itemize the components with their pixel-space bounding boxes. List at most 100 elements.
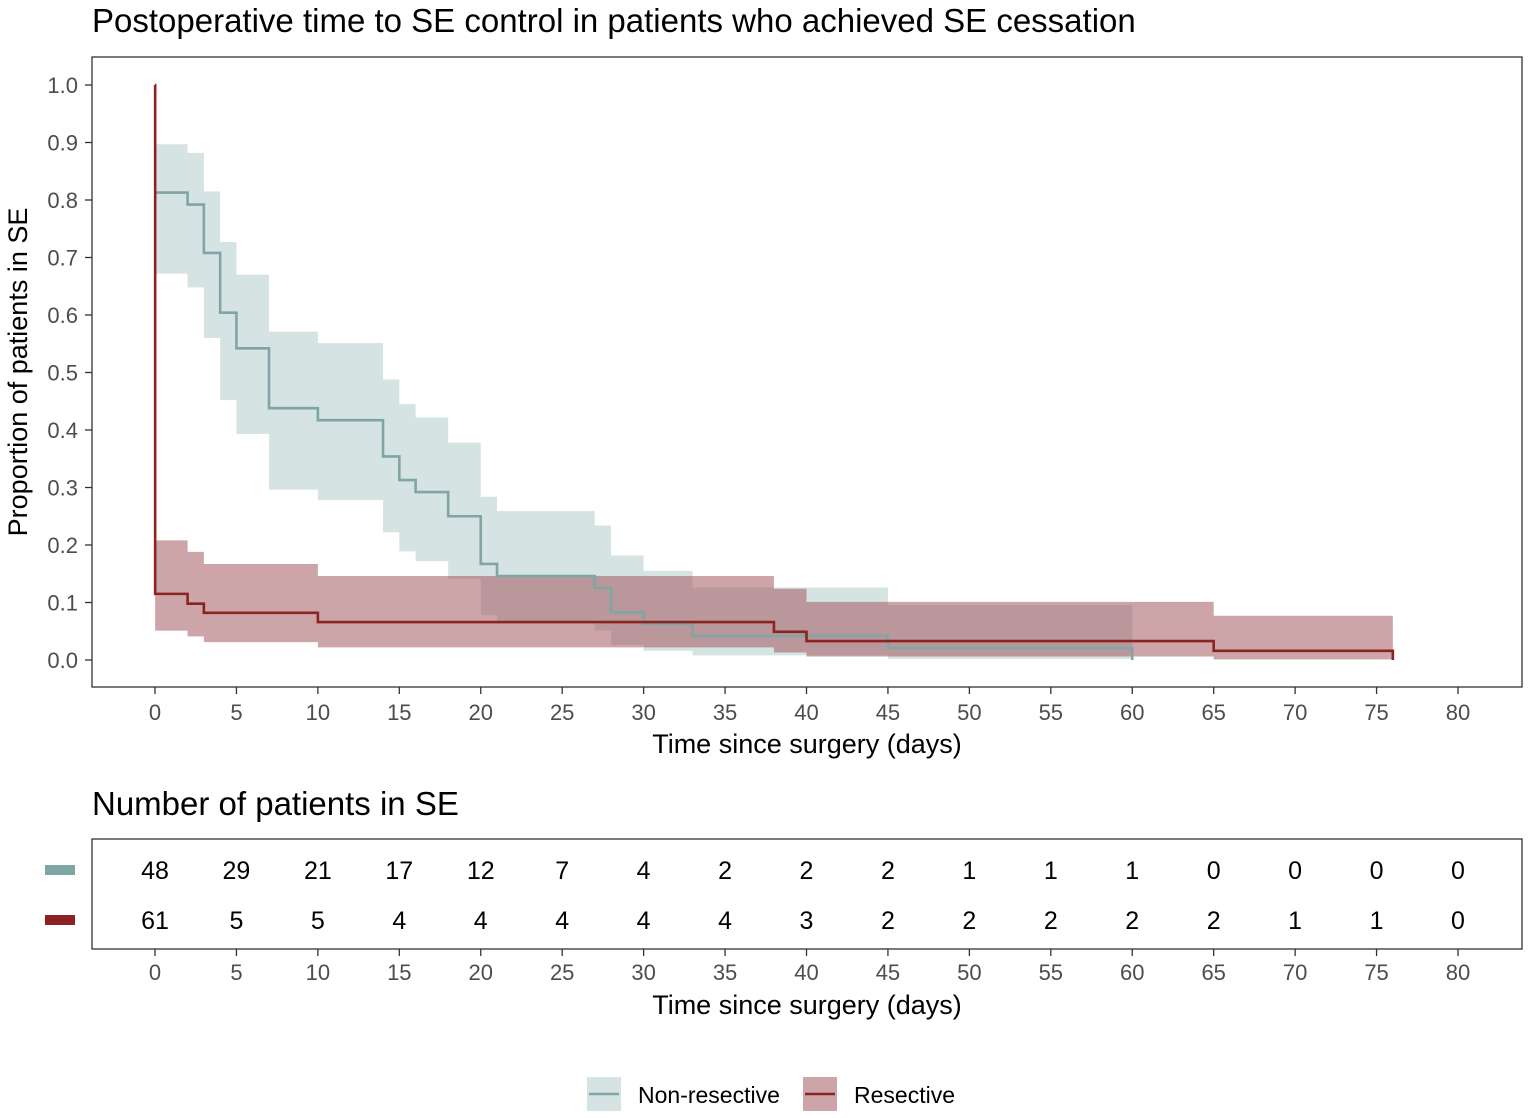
risk-x-tick-label: 50 bbox=[957, 960, 981, 985]
risk-x-tick-label: 75 bbox=[1364, 960, 1388, 985]
y-axis-ticks: 0.0 0.1 0.2 0.3 0.4 0.5 0.6 0.7 0.8 0.9 1.0 bbox=[47, 73, 92, 673]
ci-band-non-resective bbox=[155, 144, 1133, 659]
risk-cell-resective: 4 bbox=[474, 907, 488, 935]
risk-x-axis-label: Time since surgery (days) bbox=[652, 990, 962, 1020]
x-tick-label: 65 bbox=[1201, 700, 1225, 725]
x-axis-label: Time since surgery (days) bbox=[652, 729, 962, 759]
risk-x-tick-label: 25 bbox=[550, 960, 574, 985]
y-axis-label: Proportion of patients in SE bbox=[3, 208, 33, 537]
risk-cell-non-resective: 1 bbox=[1044, 857, 1058, 885]
risk-x-tick-label: 45 bbox=[876, 960, 900, 985]
x-tick-label: 60 bbox=[1120, 700, 1144, 725]
risk-x-axis-ticks: 0 5 10 15 20 25 30 35 40 45 50 55 60 65 70 75 80 bbox=[149, 949, 1470, 985]
y-tick-label: 0.7 bbox=[47, 246, 78, 271]
risk-x-tick-label: 30 bbox=[631, 960, 655, 985]
risk-cell-non-resective: 1 bbox=[962, 857, 976, 885]
risk-cell-non-resective: 2 bbox=[800, 857, 814, 885]
y-tick-label: 0.1 bbox=[47, 591, 78, 616]
y-tick-label: 1.0 bbox=[47, 73, 78, 98]
risk-cell-non-resective: 1 bbox=[1125, 857, 1139, 885]
risk-cell-non-resective: 0 bbox=[1288, 857, 1302, 885]
risk-x-tick-label: 60 bbox=[1120, 960, 1144, 985]
y-tick-label: 0.2 bbox=[47, 533, 78, 558]
x-tick-label: 5 bbox=[230, 700, 242, 725]
risk-cell-non-resective: 2 bbox=[881, 857, 895, 885]
risk-table-title: Number of patients in SE bbox=[92, 785, 459, 822]
km-line-non-resective bbox=[155, 191, 1134, 660]
risk-x-tick-label: 5 bbox=[230, 960, 242, 985]
risk-cell-non-resective: 4 bbox=[637, 857, 651, 885]
risk-cell-resective: 2 bbox=[881, 907, 895, 935]
risk-x-tick-label: 10 bbox=[306, 960, 330, 985]
risk-x-tick-label: 65 bbox=[1201, 960, 1225, 985]
legend-item-resective: Resective bbox=[803, 1077, 955, 1111]
x-tick-label: 50 bbox=[957, 700, 981, 725]
legend-item-non-resective: Non-resective bbox=[587, 1077, 780, 1111]
x-tick-label: 45 bbox=[876, 700, 900, 725]
x-tick-label: 10 bbox=[306, 700, 330, 725]
x-axis-ticks: 0 5 10 15 20 25 30 35 40 45 50 55 60 65 70 75 80 bbox=[149, 687, 1470, 725]
ci-band-resective bbox=[155, 85, 1393, 660]
risk-cell-resective: 4 bbox=[555, 907, 569, 935]
risk-cell-resective: 1 bbox=[1370, 907, 1384, 935]
risk-cell-resective: 61 bbox=[141, 907, 169, 935]
risk-cell-resective: 5 bbox=[229, 907, 243, 935]
confidence-bands bbox=[155, 85, 1393, 660]
risk-key-resective bbox=[45, 915, 75, 925]
risk-cell-non-resective: 12 bbox=[467, 857, 495, 885]
chart-title: Postoperative time to SE control in pati… bbox=[92, 2, 1136, 39]
y-tick-label: 0.6 bbox=[47, 303, 78, 328]
legend: Non-resective Resective bbox=[587, 1077, 955, 1111]
risk-cell-resective: 1 bbox=[1288, 907, 1302, 935]
risk-cell-resective: 4 bbox=[392, 907, 406, 935]
x-tick-label: 70 bbox=[1283, 700, 1307, 725]
risk-cell-non-resective: 0 bbox=[1370, 857, 1384, 885]
main-plot: 0 5 10 15 20 25 30 35 40 45 50 55 60 65 70 75 80 0.00.10… bbox=[3, 56, 1523, 759]
x-tick-label: 40 bbox=[794, 700, 818, 725]
risk-x-tick-label: 15 bbox=[387, 960, 411, 985]
risk-x-tick-label: 55 bbox=[1039, 960, 1063, 985]
risk-cell-non-resective: 0 bbox=[1207, 857, 1221, 885]
risk-cell-non-resective: 0 bbox=[1451, 857, 1465, 885]
risk-x-tick-label: 70 bbox=[1283, 960, 1307, 985]
risk-cell-non-resective: 21 bbox=[304, 857, 332, 885]
x-tick-label: 25 bbox=[550, 700, 574, 725]
y-tick-label: 0.3 bbox=[47, 476, 78, 501]
y-tick-label: 0.4 bbox=[47, 418, 78, 443]
km-line-resective bbox=[153, 83, 1395, 660]
risk-cell-resective: 2 bbox=[1207, 907, 1221, 935]
risk-cell-resective: 2 bbox=[1044, 907, 1058, 935]
legend-label: Non-resective bbox=[638, 1082, 780, 1108]
risk-cell-resective: 3 bbox=[800, 907, 814, 935]
x-tick-label: 55 bbox=[1039, 700, 1063, 725]
x-tick-label: 20 bbox=[469, 700, 493, 725]
risk-cell-non-resective: 29 bbox=[223, 857, 251, 885]
y-tick-label: 0.5 bbox=[47, 361, 78, 386]
risk-key-non-resective bbox=[45, 865, 75, 875]
survival-curves bbox=[153, 83, 1395, 660]
risk-cell-resective: 4 bbox=[718, 907, 732, 935]
risk-cell-resective: 0 bbox=[1451, 907, 1465, 935]
risk-x-tick-label: 35 bbox=[713, 960, 737, 985]
risk-x-tick-label: 0 bbox=[149, 960, 161, 985]
risk-cell-resective: 4 bbox=[637, 907, 651, 935]
risk-cell-resective: 2 bbox=[1125, 907, 1139, 935]
risk-x-tick-label: 80 bbox=[1446, 960, 1470, 985]
risk-table: 48 29 21 17 12 7 4 2 2 2 1 1 1 0 0 0 061 5 5 4 4 4 4 4 3 2 2 2 2 2 1 1 0… bbox=[45, 838, 1523, 1020]
legend-label: Resective bbox=[854, 1082, 955, 1108]
x-tick-label: 30 bbox=[631, 700, 655, 725]
y-tick-label: 0.9 bbox=[47, 131, 78, 156]
risk-cell-non-resective: 2 bbox=[718, 857, 732, 885]
y-tick-label: 0.0 bbox=[47, 648, 78, 673]
risk-cell-non-resective: 7 bbox=[555, 857, 569, 885]
x-tick-label: 15 bbox=[387, 700, 411, 725]
x-tick-label: 75 bbox=[1364, 700, 1388, 725]
x-tick-label: 35 bbox=[713, 700, 737, 725]
x-tick-label: 0 bbox=[149, 700, 161, 725]
x-tick-label: 80 bbox=[1446, 700, 1470, 725]
risk-cell-resective: 5 bbox=[311, 907, 325, 935]
risk-cell-non-resective: 17 bbox=[385, 857, 413, 885]
y-tick-label: 0.8 bbox=[47, 188, 78, 213]
